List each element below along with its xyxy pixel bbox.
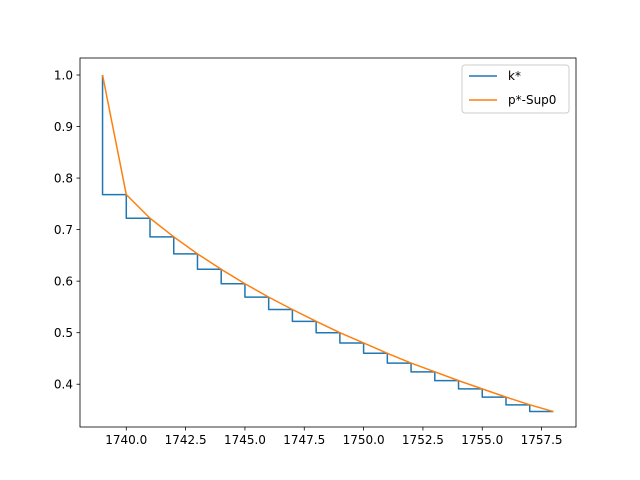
- x-tick-label: 1740.0: [105, 433, 147, 447]
- y-tick-label: 0.6: [54, 274, 73, 288]
- legend-label-p: p*-Sup0: [508, 93, 556, 107]
- y-tick-label: 1.0: [54, 68, 73, 82]
- y-tick-label: 0.4: [54, 378, 73, 392]
- plot-area: [80, 58, 576, 427]
- x-tick-label: 1742.5: [165, 433, 207, 447]
- x-tick-label: 1745.0: [224, 433, 266, 447]
- y-tick-label: 0.9: [54, 120, 73, 134]
- legend-box: [461, 64, 570, 114]
- series-layer: [101, 74, 554, 413]
- x-tick-label: 1752.5: [402, 433, 444, 447]
- legend: k* p*-Sup0: [461, 64, 570, 114]
- y-tick-label: 0.5: [54, 326, 73, 340]
- x-tick-label: 1747.5: [283, 433, 325, 447]
- y-tick-label: 0.7: [54, 223, 73, 237]
- series-line-1: [101, 74, 554, 413]
- plot-frame: [79, 57, 577, 428]
- x-tick-label: 1755.0: [461, 433, 503, 447]
- y-tick-label: 0.8: [54, 171, 73, 185]
- x-tick-label: 1750.0: [343, 433, 385, 447]
- x-axis: 1740.0 1742.5 1745.0 1747.5 1750.0 1752.5 1755…: [105, 427, 563, 447]
- series-line-0: [101, 75, 554, 413]
- y-axis: 0.4 0.5 0.6 0.7 0.8 0.9 1.0: [54, 68, 80, 392]
- x-tick-label: 1757.5: [521, 433, 563, 447]
- legend-label-k: k*: [508, 69, 521, 83]
